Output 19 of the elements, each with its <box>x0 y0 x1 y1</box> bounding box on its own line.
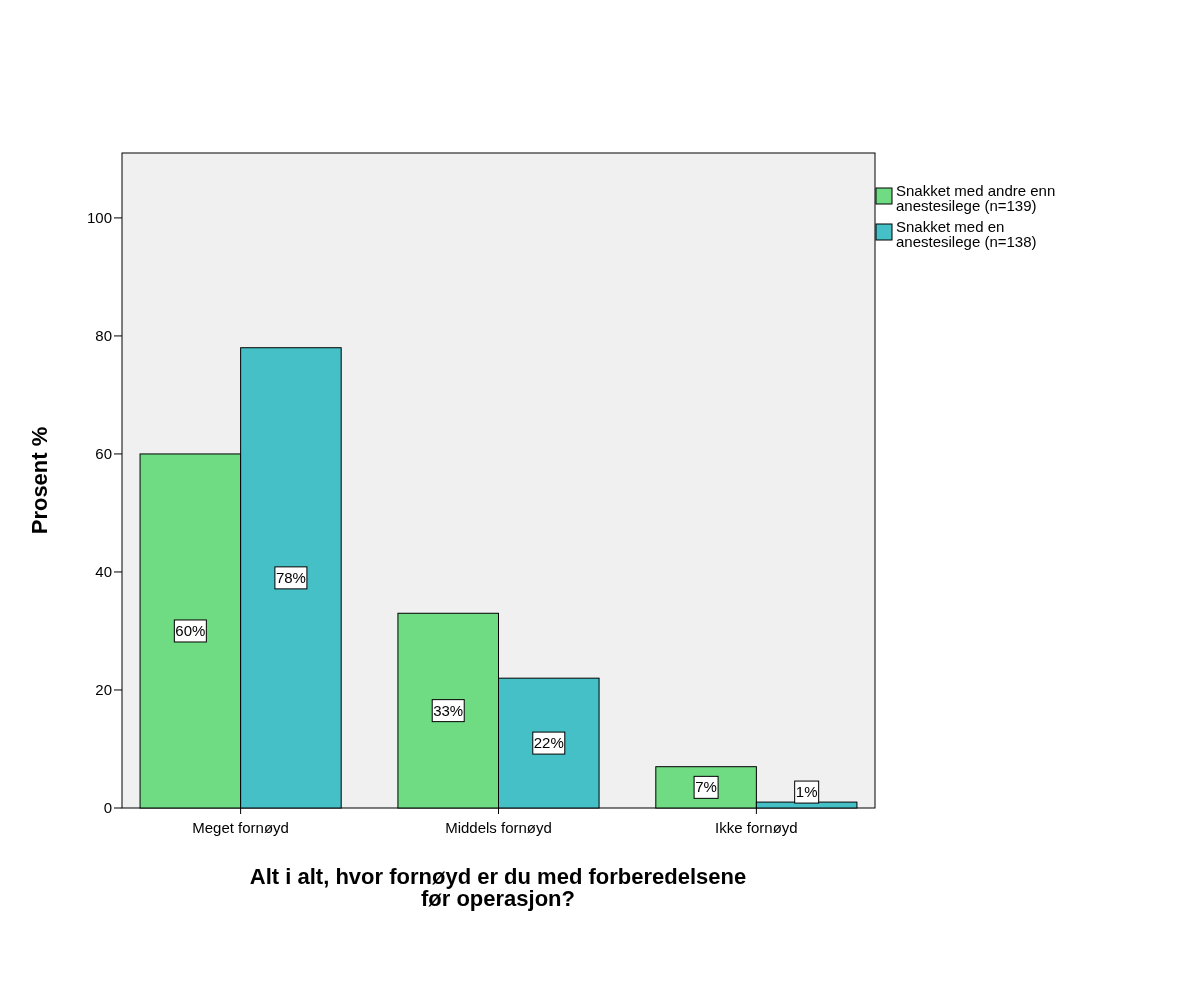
y-tick-label: 60 <box>95 444 112 462</box>
y-tick-label: 100 <box>86 208 112 226</box>
x-tick-label: Meget fornøyd <box>192 819 289 836</box>
y-axis-title: Prosent % <box>27 426 52 535</box>
y-tick-label: 40 <box>95 562 112 580</box>
y-tick-label: 0 <box>103 799 112 816</box>
data-label: 33% <box>433 701 464 719</box>
x-axis-title: Alt i alt, hvor fornøyd er du med forberedelsene før operasjon? <box>249 864 747 911</box>
legend-label: Snakket med andre enn anestesilege (n=139) <box>896 182 1056 214</box>
data-label: 22% <box>533 734 564 752</box>
x-tick-label: Middels fornøyd <box>445 819 552 836</box>
legend-label: Snakket med en anestesilege (n=138) <box>896 218 1037 250</box>
x-tick-label: Ikke fornøyd <box>715 819 798 836</box>
y-tick-label: 20 <box>95 680 112 698</box>
data-label: 60% <box>175 621 206 639</box>
data-label: 78% <box>275 568 306 586</box>
data-label: 1% <box>795 783 818 801</box>
data-label: 7% <box>695 778 717 796</box>
y-tick-label: 80 <box>95 326 112 344</box>
